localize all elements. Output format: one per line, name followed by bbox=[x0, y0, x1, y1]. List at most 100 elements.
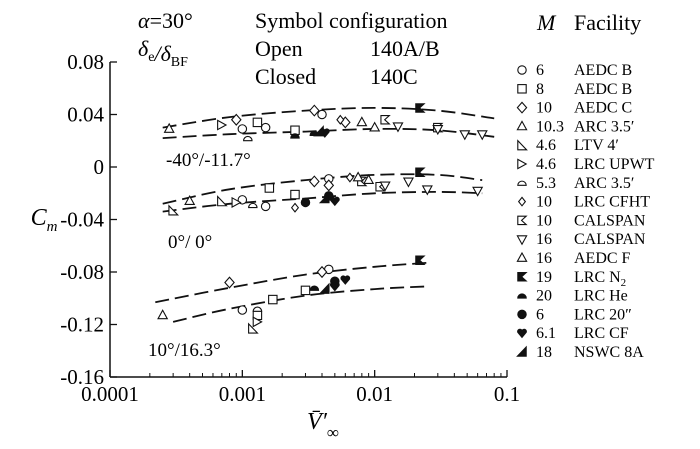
data-point bbox=[248, 202, 258, 209]
legend-mach: 4.6 bbox=[536, 137, 556, 154]
bound-upper bbox=[162, 106, 495, 129]
legend-facility: CALSPAN bbox=[574, 231, 646, 248]
x-axis-title: V̄′∞ bbox=[307, 409, 339, 442]
legend-symbol bbox=[517, 139, 528, 151]
data-point bbox=[290, 202, 300, 213]
tick-labels: 0.08 0.04 0 -0.04 -0.08 -0.12 -0.160.0001 0.001… bbox=[31, 50, 521, 442]
legend-mach: 20 bbox=[536, 288, 552, 305]
legend-facility: ARC 3.5′ bbox=[574, 118, 634, 135]
data-point bbox=[336, 114, 345, 125]
data-point bbox=[231, 196, 242, 208]
data-point bbox=[369, 121, 381, 132]
x-tick-label: 0.0001 bbox=[81, 382, 139, 406]
data-point bbox=[323, 179, 335, 192]
plot-frame bbox=[109, 62, 507, 378]
data-point bbox=[309, 285, 320, 291]
legend-symbol bbox=[516, 235, 528, 246]
data-point bbox=[300, 197, 311, 208]
data-point bbox=[168, 204, 180, 216]
data-point bbox=[184, 194, 196, 206]
legend-mach: 10 bbox=[536, 100, 552, 117]
legend-mach: 10 bbox=[536, 212, 552, 229]
legend-symbol bbox=[517, 293, 527, 299]
legend-mach: 6.1 bbox=[536, 325, 556, 342]
data-point bbox=[402, 177, 414, 188]
legend-facility: LRC CFHT bbox=[574, 194, 650, 211]
legend: M Facility 6 AEDC B 8 AEDC B 10 AEDC C 10.3 ARC 3… bbox=[516, 10, 655, 361]
legend-mach: 10.3 bbox=[536, 118, 564, 135]
bound-upper bbox=[162, 173, 483, 205]
legend-symbol bbox=[517, 180, 527, 186]
legend-symbol bbox=[517, 65, 527, 75]
legend-symbol bbox=[516, 345, 527, 357]
data-point bbox=[230, 113, 242, 126]
y-tick-label: 0 bbox=[94, 155, 105, 179]
data-point bbox=[157, 309, 169, 320]
data-point bbox=[217, 119, 228, 131]
legend-facility: NSWC 8A bbox=[574, 344, 644, 361]
data-point bbox=[415, 103, 426, 113]
data-point bbox=[379, 181, 391, 192]
legend-symbol bbox=[517, 272, 528, 282]
data-point bbox=[163, 122, 175, 133]
curve-label: 10°/16.3° bbox=[148, 340, 221, 361]
config-name: Closed bbox=[255, 64, 316, 89]
data-point bbox=[392, 122, 404, 133]
legend-facility-header: Facility bbox=[574, 10, 641, 35]
legend-mach: 8 bbox=[536, 81, 544, 98]
legend-facility: ARC 3.5′ bbox=[574, 175, 634, 192]
bound-lower bbox=[162, 127, 495, 139]
data-point bbox=[352, 171, 364, 182]
data-point bbox=[252, 316, 263, 328]
curve-label: -40°/-11.7° bbox=[166, 150, 251, 171]
data-point bbox=[260, 201, 271, 212]
y-tick-label: -0.16 bbox=[60, 365, 104, 389]
data-point bbox=[224, 276, 235, 289]
legend-mach: 10 bbox=[536, 194, 552, 211]
data-point bbox=[248, 322, 259, 334]
alpha-label: α=30° bbox=[138, 8, 193, 33]
data-point bbox=[316, 265, 328, 279]
y-tick-label: 0.08 bbox=[67, 50, 104, 74]
data-point bbox=[472, 186, 484, 197]
legend-mach: 16 bbox=[536, 231, 552, 248]
data-point bbox=[308, 104, 320, 117]
data-point bbox=[308, 175, 320, 188]
legend-symbol bbox=[517, 84, 527, 94]
data-point bbox=[260, 122, 271, 133]
legend-mach: 4.6 bbox=[536, 156, 556, 173]
legend-mach: 6 bbox=[536, 306, 544, 323]
data-point bbox=[217, 195, 228, 207]
data-point bbox=[421, 185, 433, 196]
data-point bbox=[432, 125, 444, 136]
config-facility: 140C bbox=[370, 64, 418, 89]
legend-facility: LRC CF bbox=[574, 325, 629, 342]
symbol-configuration-header: Symbol configuration bbox=[255, 8, 447, 33]
data-point bbox=[252, 117, 263, 128]
data-point bbox=[317, 109, 327, 120]
data-point bbox=[415, 167, 426, 177]
legend-symbol bbox=[516, 120, 528, 131]
config-name: Open bbox=[255, 36, 303, 61]
data-point bbox=[415, 255, 426, 265]
data-point bbox=[268, 294, 278, 305]
legend-facility: AEDC F bbox=[574, 250, 631, 267]
legend-mach: 16 bbox=[536, 250, 552, 267]
data-point bbox=[345, 172, 354, 183]
y-tick-label: -0.04 bbox=[60, 208, 104, 232]
data-point bbox=[380, 115, 391, 125]
data-points bbox=[157, 103, 488, 334]
data-point bbox=[363, 173, 375, 185]
legend-symbol bbox=[517, 196, 527, 207]
bound-lower bbox=[172, 285, 428, 323]
legend-facility: AEDC B bbox=[574, 62, 632, 79]
data-point bbox=[290, 133, 300, 139]
data-point bbox=[356, 116, 368, 127]
x-tick-label: 0.01 bbox=[356, 382, 393, 406]
legend-symbol bbox=[516, 101, 528, 114]
x-tick-label: 0.001 bbox=[219, 382, 266, 406]
legend-symbol bbox=[517, 309, 527, 320]
data-point bbox=[318, 282, 330, 294]
legend-facility: LRC 20″ bbox=[574, 306, 632, 323]
